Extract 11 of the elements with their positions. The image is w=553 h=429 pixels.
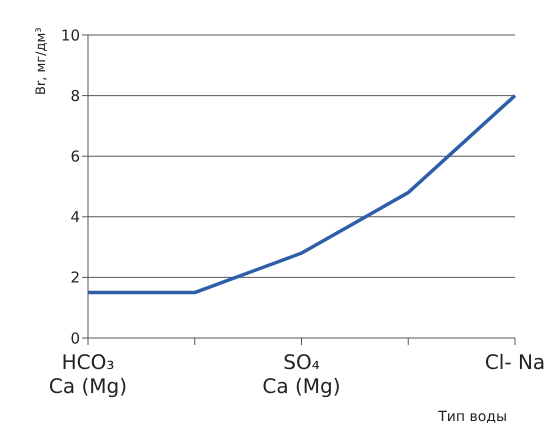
y-tick-label: 0	[70, 329, 80, 348]
y-tick-label: 2	[70, 268, 80, 287]
x-tick-label: SO₄ Ca (Mg)	[262, 350, 341, 398]
y-tick-label: 10	[60, 26, 80, 44]
x-tick-label: HCO₃ Ca (Mg)	[48, 350, 128, 398]
y-tick-label: 8	[70, 86, 80, 105]
y-tick-label: 4	[70, 208, 80, 226]
x-axis-title: Тип воды	[437, 409, 507, 425]
x-tick-label: Cl- Na	[484, 350, 546, 374]
y-axis-title: Br, мг/дм³	[34, 27, 50, 95]
y-tick-label: 6	[70, 148, 80, 166]
